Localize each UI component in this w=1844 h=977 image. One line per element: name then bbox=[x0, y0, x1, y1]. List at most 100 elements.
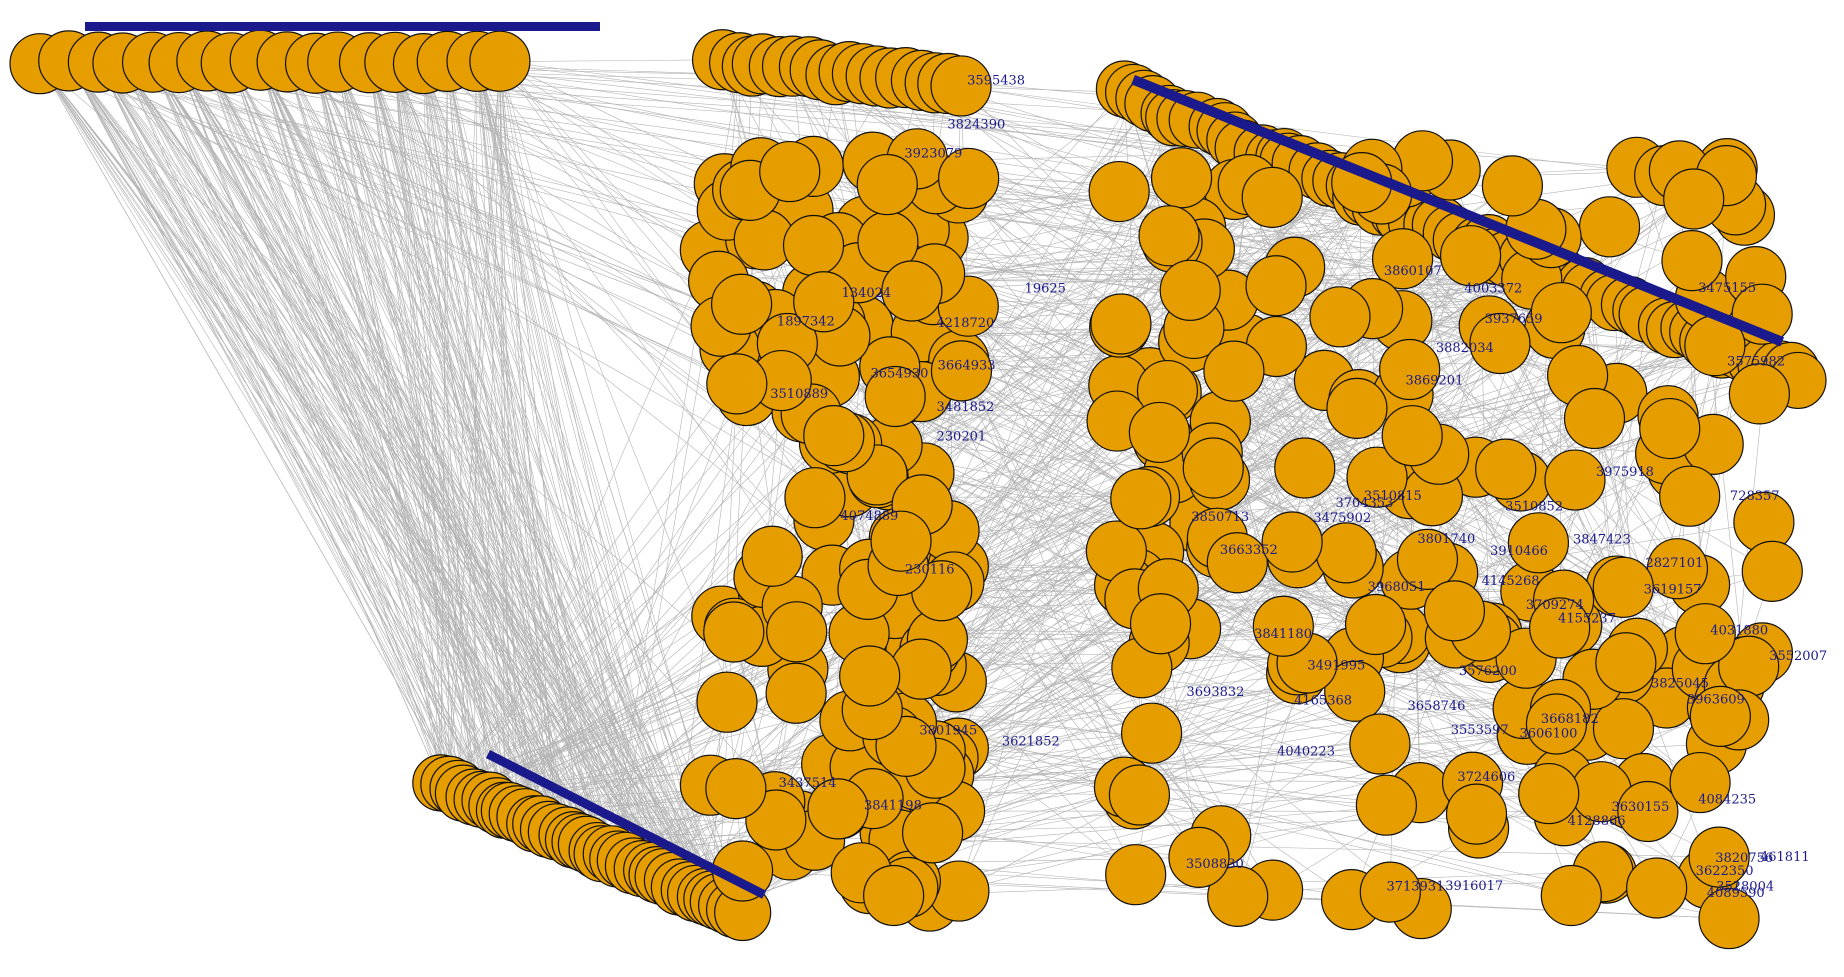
node-label: 3658746 bbox=[1408, 699, 1466, 714]
graph-edge bbox=[152, 62, 483, 800]
node-label: 230201 bbox=[937, 430, 987, 445]
node-label: 3825045 bbox=[1651, 677, 1709, 692]
graph-node bbox=[902, 802, 964, 864]
graph-node bbox=[1324, 660, 1386, 722]
graph-node bbox=[1315, 522, 1377, 584]
graph-node bbox=[1349, 713, 1411, 775]
graph-node bbox=[766, 601, 828, 663]
graph-edge bbox=[286, 61, 652, 871]
node-label: 3606100 bbox=[1519, 727, 1577, 742]
graph-edge bbox=[915, 651, 1588, 731]
node-label: 3552007 bbox=[1769, 649, 1827, 664]
node-label: 1897342 bbox=[777, 314, 835, 329]
graph-edge bbox=[423, 63, 612, 854]
graph-edge bbox=[394, 62, 459, 789]
graph-edge bbox=[39, 63, 1246, 345]
graph-edge bbox=[152, 62, 475, 798]
node-label: 3841180 bbox=[1254, 627, 1312, 642]
graph-edge bbox=[476, 61, 719, 902]
graph-edge bbox=[286, 61, 743, 913]
graph-node bbox=[1626, 857, 1688, 919]
node-label: 4089590 bbox=[1707, 886, 1765, 901]
graph-edge bbox=[476, 61, 634, 866]
graph-node bbox=[1741, 540, 1803, 602]
graph-edge bbox=[394, 62, 475, 798]
node-label: 3437514 bbox=[779, 776, 837, 791]
graph-node bbox=[1540, 864, 1602, 927]
graph-edge bbox=[315, 63, 568, 836]
graph-edge bbox=[337, 61, 634, 867]
graph-node bbox=[1578, 196, 1641, 258]
node-label: 3923079 bbox=[904, 147, 962, 162]
node-label: 3704353 bbox=[1335, 496, 1393, 511]
graph-edge bbox=[68, 60, 737, 385]
graph-edge bbox=[206, 60, 612, 854]
graph-node bbox=[793, 271, 855, 333]
graph-node bbox=[1138, 205, 1200, 267]
graph-edge bbox=[178, 62, 643, 869]
node-label: 3801945 bbox=[919, 723, 977, 738]
graph-edge bbox=[872, 709, 1572, 896]
graph-edge bbox=[98, 61, 450, 785]
graph-edge bbox=[259, 60, 680, 888]
graph-node bbox=[1445, 783, 1508, 845]
graph-edge bbox=[178, 62, 557, 832]
node-label: 3693832 bbox=[1187, 685, 1245, 700]
graph-node bbox=[1475, 438, 1537, 500]
graph-edge bbox=[1261, 152, 1739, 721]
graph-edge bbox=[423, 63, 727, 906]
graph-node bbox=[1381, 405, 1443, 467]
graph-node bbox=[1150, 147, 1213, 209]
graph-edge bbox=[39, 63, 568, 836]
node-label: 3801740 bbox=[1417, 532, 1475, 547]
graph-edge bbox=[98, 61, 557, 832]
graph-edge bbox=[230, 62, 658, 875]
graph-edge bbox=[39, 63, 459, 789]
graph-edge bbox=[315, 63, 442, 783]
graph-edge bbox=[98, 61, 498, 806]
graph-edge bbox=[259, 60, 510, 811]
graph-edge bbox=[941, 590, 1549, 794]
graph-edge bbox=[39, 63, 581, 842]
node-label: 3621852 bbox=[1002, 735, 1060, 750]
graph-node bbox=[1207, 865, 1269, 927]
graph-node bbox=[705, 757, 767, 820]
graph-edge bbox=[423, 63, 542, 824]
graph-edge bbox=[476, 61, 542, 824]
graph-edge bbox=[178, 62, 459, 789]
graph-edge bbox=[934, 266, 1295, 275]
graph-edge bbox=[178, 62, 652, 871]
graph-edge bbox=[476, 61, 518, 814]
graph-edge bbox=[230, 62, 542, 824]
graph-node bbox=[759, 140, 821, 203]
graph-edge bbox=[337, 61, 549, 830]
graph-edge bbox=[259, 60, 619, 860]
graph-edge bbox=[337, 62, 450, 785]
graph-edge bbox=[369, 62, 549, 830]
graph-edge bbox=[476, 61, 652, 871]
node-label: 3510852 bbox=[1505, 500, 1563, 515]
graph-edge bbox=[152, 62, 727, 906]
graph-node bbox=[696, 671, 758, 733]
graph-node bbox=[1245, 255, 1307, 317]
node-label: 3724606 bbox=[1457, 770, 1515, 785]
graph-node bbox=[1595, 632, 1657, 694]
graph-node bbox=[1252, 595, 1314, 657]
graph-edge bbox=[831, 325, 864, 765]
node-label: 230116 bbox=[905, 562, 955, 577]
graph-node bbox=[807, 778, 869, 840]
graph-node bbox=[1396, 528, 1459, 590]
graph-edge bbox=[958, 360, 1595, 419]
graph-edge bbox=[286, 61, 542, 824]
node-label: 3481852 bbox=[937, 400, 995, 415]
graph-node bbox=[1659, 465, 1721, 527]
node-label: 728357 bbox=[1730, 489, 1780, 504]
graph-node bbox=[1359, 861, 1421, 923]
graph-node bbox=[703, 601, 765, 663]
graph-edge bbox=[423, 63, 1657, 889]
graph-edge bbox=[39, 63, 526, 817]
graph-edge bbox=[68, 60, 491, 801]
graph-node bbox=[1698, 887, 1760, 950]
graph-node bbox=[803, 405, 865, 467]
